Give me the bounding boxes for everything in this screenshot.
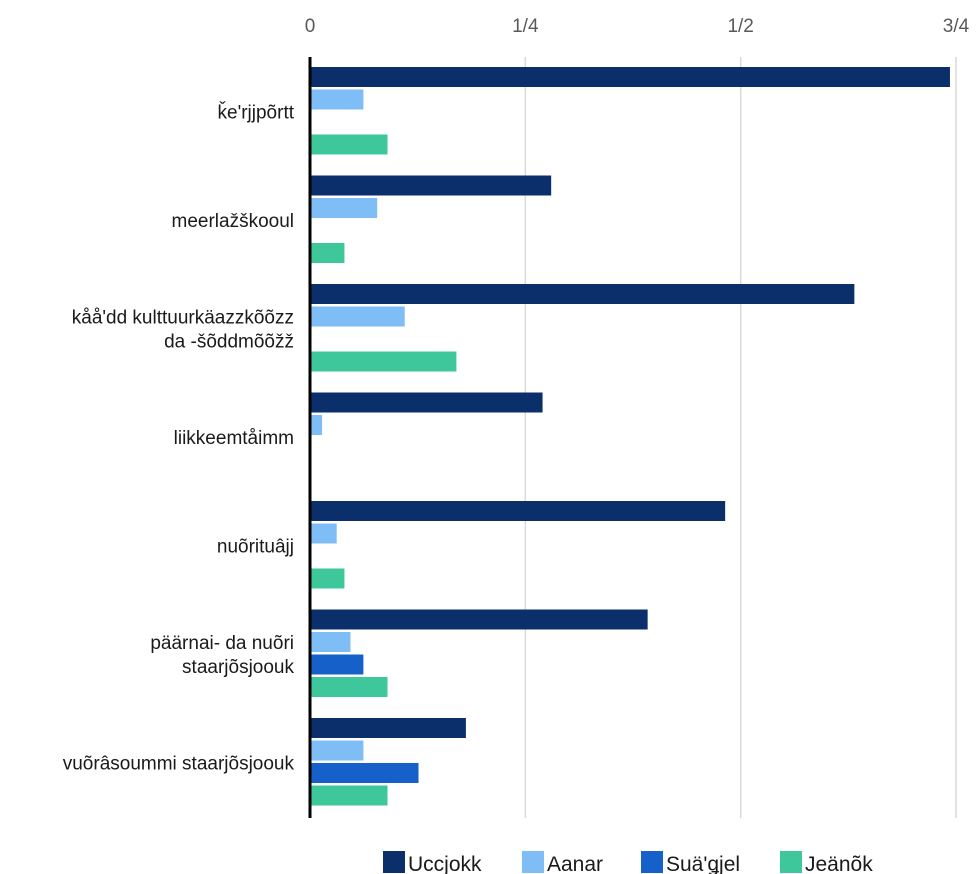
- gridlines: [524, 57, 957, 818]
- category-label: staarjõsjoouk: [182, 657, 294, 678]
- legend-swatch: [383, 851, 405, 873]
- bar: [310, 785, 388, 806]
- category-label: kåå'dd kulttuurkäazzkõõzz: [72, 307, 294, 328]
- x-tick-label: 0: [305, 16, 316, 37]
- bar: [310, 677, 388, 697]
- bars: [310, 67, 950, 806]
- category-label: liikkeemtåimm: [174, 428, 294, 449]
- legend-label: Suä'ǥjel: [666, 853, 740, 874]
- x-axis-tick-labels: 0 1/4 1/2 3/4: [305, 16, 970, 37]
- category-label: meerlažškooul: [172, 211, 295, 232]
- legend-label: Ucсjokk: [408, 853, 482, 874]
- bar: [310, 501, 726, 521]
- bar: [310, 67, 950, 87]
- bar: [310, 523, 337, 544]
- legend-swatch: [641, 851, 663, 873]
- bar: [310, 415, 323, 435]
- category-labels: ǩe'rjjpõrtt meerlažškooul kåå'dd kulttuurk…: [63, 101, 295, 774]
- legend-label: Jeänõk: [805, 853, 873, 874]
- category-label: ǩe'rjjpõrtt: [218, 101, 295, 123]
- bar: [310, 718, 466, 738]
- bar: [310, 198, 378, 218]
- bar: [310, 284, 855, 304]
- legend-swatch: [780, 851, 802, 873]
- bar: [310, 654, 364, 675]
- x-tick-label: 1/2: [727, 16, 753, 37]
- bar: [310, 568, 345, 589]
- bar: [310, 306, 405, 327]
- legend-swatch: [522, 851, 544, 873]
- legend-label: Aanar: [547, 853, 603, 874]
- bar: [310, 763, 419, 783]
- bar: [310, 632, 351, 652]
- category-label: da -šõddmõõžž: [164, 331, 294, 352]
- bar: [310, 89, 364, 110]
- x-tick-label: 1/4: [512, 16, 539, 37]
- bar: [310, 243, 345, 263]
- bar: [310, 609, 648, 630]
- category-label: päärnai- da nuõri: [150, 633, 294, 654]
- bar: [310, 134, 388, 155]
- bar: [310, 740, 364, 761]
- bar: [310, 351, 457, 372]
- bar: [310, 392, 543, 413]
- legend: Ucсjokk Aanar Suä'ǥjel Jeänõk: [383, 851, 873, 874]
- category-label: nuõrituâjj: [217, 536, 294, 557]
- x-tick-label: 3/4: [943, 16, 970, 37]
- bar: [310, 175, 552, 196]
- category-label: vuõrâsoummi staarjõsjoouk: [63, 753, 295, 774]
